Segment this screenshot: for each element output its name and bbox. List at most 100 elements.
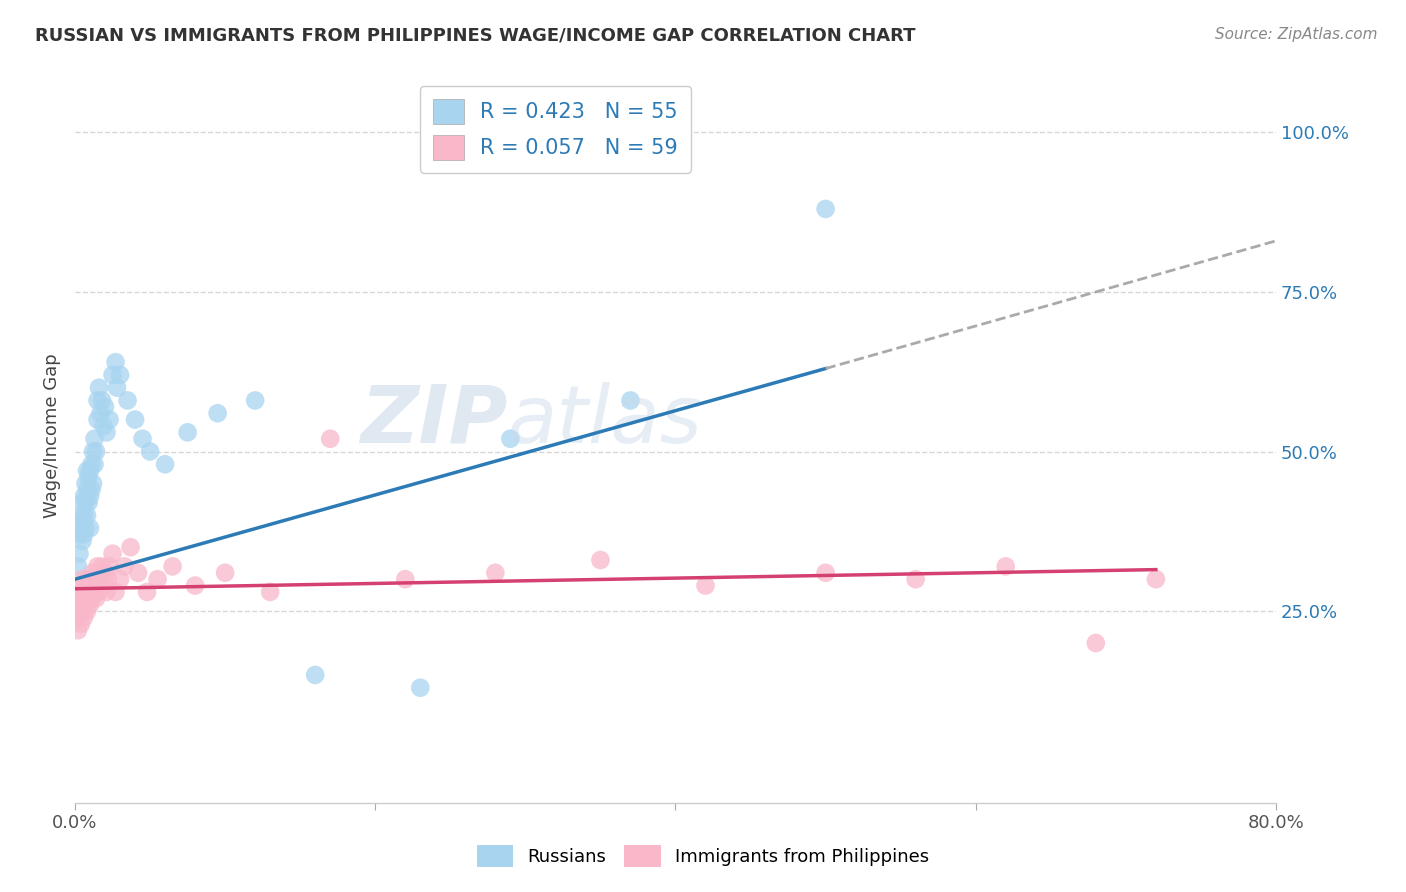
Point xyxy=(83,578,105,592)
Point xyxy=(120,541,142,555)
Point xyxy=(66,624,89,638)
Point xyxy=(90,572,112,586)
Point xyxy=(80,591,103,606)
Point xyxy=(176,425,198,440)
Point xyxy=(70,616,93,631)
Point xyxy=(84,591,107,606)
Point xyxy=(90,406,112,420)
Point xyxy=(409,681,432,695)
Point xyxy=(79,489,101,503)
Point xyxy=(73,578,96,592)
Point xyxy=(108,572,131,586)
Point xyxy=(70,598,93,612)
Point xyxy=(114,559,136,574)
Text: atlas: atlas xyxy=(508,382,702,460)
Point xyxy=(79,464,101,478)
Point xyxy=(98,559,121,574)
Point xyxy=(146,572,169,586)
Point xyxy=(80,578,103,592)
Point xyxy=(76,508,98,523)
Point xyxy=(87,381,110,395)
Point xyxy=(84,444,107,458)
Point xyxy=(304,668,326,682)
Point xyxy=(131,432,153,446)
Point xyxy=(72,495,94,509)
Point xyxy=(70,521,93,535)
Point xyxy=(96,425,118,440)
Point xyxy=(82,476,104,491)
Point xyxy=(184,578,207,592)
Point xyxy=(214,566,236,580)
Point xyxy=(82,444,104,458)
Point xyxy=(319,432,342,446)
Point xyxy=(91,393,114,408)
Point xyxy=(484,566,506,580)
Point xyxy=(117,393,139,408)
Point xyxy=(104,585,127,599)
Point xyxy=(76,604,98,618)
Point xyxy=(72,572,94,586)
Text: Source: ZipAtlas.com: Source: ZipAtlas.com xyxy=(1215,27,1378,42)
Point xyxy=(75,476,97,491)
Point xyxy=(82,566,104,580)
Point xyxy=(93,419,115,434)
Text: RUSSIAN VS IMMIGRANTS FROM PHILIPPINES WAGE/INCOME GAP CORRELATION CHART: RUSSIAN VS IMMIGRANTS FROM PHILIPPINES W… xyxy=(35,27,915,45)
Point xyxy=(69,591,91,606)
Point xyxy=(94,566,117,580)
Point xyxy=(105,381,128,395)
Point xyxy=(108,368,131,382)
Point xyxy=(86,559,108,574)
Point xyxy=(127,566,149,580)
Point xyxy=(259,585,281,599)
Point xyxy=(80,483,103,497)
Point xyxy=(69,547,91,561)
Point xyxy=(76,483,98,497)
Point xyxy=(499,432,522,446)
Point xyxy=(79,598,101,612)
Point xyxy=(101,547,124,561)
Point xyxy=(75,521,97,535)
Point xyxy=(72,604,94,618)
Point xyxy=(589,553,612,567)
Point xyxy=(93,578,115,592)
Point xyxy=(77,585,100,599)
Point xyxy=(83,432,105,446)
Point xyxy=(77,495,100,509)
Legend: R = 0.423   N = 55, R = 0.057   N = 59: R = 0.423 N = 55, R = 0.057 N = 59 xyxy=(420,87,690,172)
Point xyxy=(136,585,159,599)
Point xyxy=(76,591,98,606)
Point xyxy=(87,585,110,599)
Point xyxy=(73,591,96,606)
Point xyxy=(394,572,416,586)
Point xyxy=(77,572,100,586)
Point xyxy=(94,400,117,414)
Point xyxy=(72,515,94,529)
Point xyxy=(97,572,120,586)
Point xyxy=(75,598,97,612)
Point xyxy=(69,527,91,541)
Point xyxy=(80,457,103,471)
Text: ZIP: ZIP xyxy=(360,382,508,460)
Point xyxy=(73,610,96,624)
Point xyxy=(91,559,114,574)
Point xyxy=(66,610,89,624)
Point xyxy=(1084,636,1107,650)
Point xyxy=(70,508,93,523)
Point xyxy=(139,444,162,458)
Point xyxy=(695,578,717,592)
Point xyxy=(79,572,101,586)
Point xyxy=(162,559,184,574)
Point xyxy=(72,585,94,599)
Point xyxy=(86,412,108,426)
Point xyxy=(73,527,96,541)
Point xyxy=(994,559,1017,574)
Point xyxy=(73,508,96,523)
Point xyxy=(243,393,266,408)
Point xyxy=(75,585,97,599)
Point xyxy=(82,585,104,599)
Point xyxy=(1144,572,1167,586)
Point xyxy=(101,368,124,382)
Point xyxy=(66,559,89,574)
Point xyxy=(98,412,121,426)
Point xyxy=(207,406,229,420)
